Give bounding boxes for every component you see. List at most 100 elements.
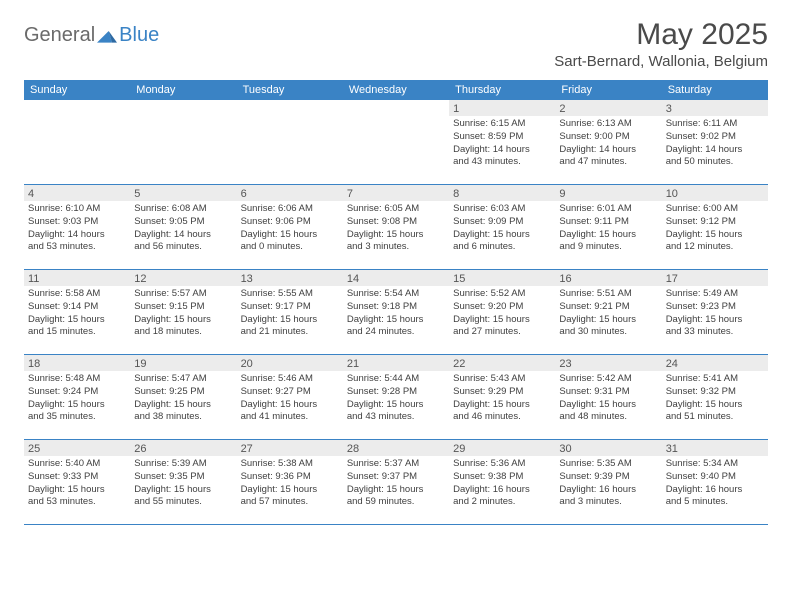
sunset-text: Sunset: 9:37 PM — [347, 471, 445, 484]
daylight-line-2: and 38 minutes. — [134, 411, 232, 424]
sunrise-text: Sunrise: 5:54 AM — [347, 288, 445, 301]
daylight-line-1: Daylight: 15 hours — [559, 314, 657, 327]
daylight-line-1: Daylight: 15 hours — [559, 399, 657, 412]
day-body: Sunrise: 5:37 AMSunset: 9:37 PMDaylight:… — [343, 456, 449, 513]
day-number: 25 — [24, 440, 130, 456]
daylight-line-2: and 50 minutes. — [666, 156, 764, 169]
day-number: 16 — [555, 270, 661, 286]
sunset-text: Sunset: 9:14 PM — [28, 301, 126, 314]
sunset-text: Sunset: 9:40 PM — [666, 471, 764, 484]
sunset-text: Sunset: 9:23 PM — [666, 301, 764, 314]
daylight-line-2: and 46 minutes. — [453, 411, 551, 424]
day-cell: 19Sunrise: 5:47 AMSunset: 9:25 PMDayligh… — [130, 355, 236, 439]
daylight-line-2: and 51 minutes. — [666, 411, 764, 424]
daylight-line-2: and 41 minutes. — [241, 411, 339, 424]
day-cell: 11Sunrise: 5:58 AMSunset: 9:14 PMDayligh… — [24, 270, 130, 354]
daylight-line-2: and 48 minutes. — [559, 411, 657, 424]
day-number: 22 — [449, 355, 555, 371]
daylight-line-2: and 53 minutes. — [28, 241, 126, 254]
day-number — [24, 100, 130, 116]
day-cell — [24, 100, 130, 184]
day-cell: 18Sunrise: 5:48 AMSunset: 9:24 PMDayligh… — [24, 355, 130, 439]
day-cell: 22Sunrise: 5:43 AMSunset: 9:29 PMDayligh… — [449, 355, 555, 439]
daylight-line-1: Daylight: 14 hours — [666, 144, 764, 157]
sunrise-text: Sunrise: 6:10 AM — [28, 203, 126, 216]
day-cell: 9Sunrise: 6:01 AMSunset: 9:11 PMDaylight… — [555, 185, 661, 269]
weekday-header-row: Sunday Monday Tuesday Wednesday Thursday… — [24, 80, 768, 100]
day-number: 19 — [130, 355, 236, 371]
sunrise-text: Sunrise: 5:49 AM — [666, 288, 764, 301]
day-body: Sunrise: 6:15 AMSunset: 8:59 PMDaylight:… — [449, 116, 555, 173]
day-cell: 2Sunrise: 6:13 AMSunset: 9:00 PMDaylight… — [555, 100, 661, 184]
daylight-line-1: Daylight: 14 hours — [134, 229, 232, 242]
day-number: 5 — [130, 185, 236, 201]
month-title: May 2025 — [554, 18, 768, 51]
sunset-text: Sunset: 9:35 PM — [134, 471, 232, 484]
brand-triangle-icon — [97, 29, 117, 43]
day-cell: 23Sunrise: 5:42 AMSunset: 9:31 PMDayligh… — [555, 355, 661, 439]
daylight-line-2: and 55 minutes. — [134, 496, 232, 509]
daylight-line-2: and 57 minutes. — [241, 496, 339, 509]
day-body: Sunrise: 5:39 AMSunset: 9:35 PMDaylight:… — [130, 456, 236, 513]
location-text: Sart-Bernard, Wallonia, Belgium — [554, 53, 768, 70]
day-cell: 5Sunrise: 6:08 AMSunset: 9:05 PMDaylight… — [130, 185, 236, 269]
daylight-line-2: and 24 minutes. — [347, 326, 445, 339]
daylight-line-2: and 12 minutes. — [666, 241, 764, 254]
day-body: Sunrise: 5:54 AMSunset: 9:18 PMDaylight:… — [343, 286, 449, 343]
day-cell: 30Sunrise: 5:35 AMSunset: 9:39 PMDayligh… — [555, 440, 661, 524]
daylight-line-2: and 9 minutes. — [559, 241, 657, 254]
sunset-text: Sunset: 9:24 PM — [28, 386, 126, 399]
sunrise-text: Sunrise: 5:40 AM — [28, 458, 126, 471]
day-number: 13 — [237, 270, 343, 286]
day-number: 7 — [343, 185, 449, 201]
day-body: Sunrise: 5:34 AMSunset: 9:40 PMDaylight:… — [662, 456, 768, 513]
sunrise-text: Sunrise: 6:06 AM — [241, 203, 339, 216]
day-number: 20 — [237, 355, 343, 371]
daylight-line-1: Daylight: 15 hours — [241, 484, 339, 497]
day-body: Sunrise: 5:40 AMSunset: 9:33 PMDaylight:… — [24, 456, 130, 513]
daylight-line-2: and 56 minutes. — [134, 241, 232, 254]
sunrise-text: Sunrise: 6:00 AM — [666, 203, 764, 216]
sunset-text: Sunset: 9:32 PM — [666, 386, 764, 399]
day-number: 6 — [237, 185, 343, 201]
weekday-header: Sunday — [24, 80, 130, 100]
daylight-line-2: and 27 minutes. — [453, 326, 551, 339]
sunrise-text: Sunrise: 6:13 AM — [559, 118, 657, 131]
sunrise-text: Sunrise: 5:35 AM — [559, 458, 657, 471]
day-cell: 17Sunrise: 5:49 AMSunset: 9:23 PMDayligh… — [662, 270, 768, 354]
day-body: Sunrise: 6:10 AMSunset: 9:03 PMDaylight:… — [24, 201, 130, 258]
daylight-line-2: and 15 minutes. — [28, 326, 126, 339]
sunset-text: Sunset: 9:08 PM — [347, 216, 445, 229]
day-cell — [343, 100, 449, 184]
day-body: Sunrise: 5:48 AMSunset: 9:24 PMDaylight:… — [24, 371, 130, 428]
sunrise-text: Sunrise: 5:46 AM — [241, 373, 339, 386]
day-number: 11 — [24, 270, 130, 286]
brand-word-1: General — [24, 24, 95, 47]
day-number: 21 — [343, 355, 449, 371]
day-cell: 21Sunrise: 5:44 AMSunset: 9:28 PMDayligh… — [343, 355, 449, 439]
sunrise-text: Sunrise: 6:01 AM — [559, 203, 657, 216]
week-row: 18Sunrise: 5:48 AMSunset: 9:24 PMDayligh… — [24, 355, 768, 440]
sunrise-text: Sunrise: 5:57 AM — [134, 288, 232, 301]
day-cell: 27Sunrise: 5:38 AMSunset: 9:36 PMDayligh… — [237, 440, 343, 524]
sunrise-text: Sunrise: 5:42 AM — [559, 373, 657, 386]
day-body: Sunrise: 5:38 AMSunset: 9:36 PMDaylight:… — [237, 456, 343, 513]
day-number — [343, 100, 449, 116]
weeks-container: 1Sunrise: 6:15 AMSunset: 8:59 PMDaylight… — [24, 100, 768, 525]
day-number: 12 — [130, 270, 236, 286]
brand-word-2: Blue — [119, 24, 159, 47]
daylight-line-1: Daylight: 16 hours — [666, 484, 764, 497]
daylight-line-1: Daylight: 14 hours — [28, 229, 126, 242]
day-number — [130, 100, 236, 116]
day-body: Sunrise: 6:06 AMSunset: 9:06 PMDaylight:… — [237, 201, 343, 258]
daylight-line-1: Daylight: 15 hours — [666, 314, 764, 327]
daylight-line-1: Daylight: 15 hours — [453, 314, 551, 327]
day-number: 15 — [449, 270, 555, 286]
weekday-header: Saturday — [662, 80, 768, 100]
sunset-text: Sunset: 9:18 PM — [347, 301, 445, 314]
day-body: Sunrise: 5:42 AMSunset: 9:31 PMDaylight:… — [555, 371, 661, 428]
daylight-line-1: Daylight: 15 hours — [241, 399, 339, 412]
day-cell — [237, 100, 343, 184]
sunset-text: Sunset: 9:09 PM — [453, 216, 551, 229]
day-body: Sunrise: 6:00 AMSunset: 9:12 PMDaylight:… — [662, 201, 768, 258]
